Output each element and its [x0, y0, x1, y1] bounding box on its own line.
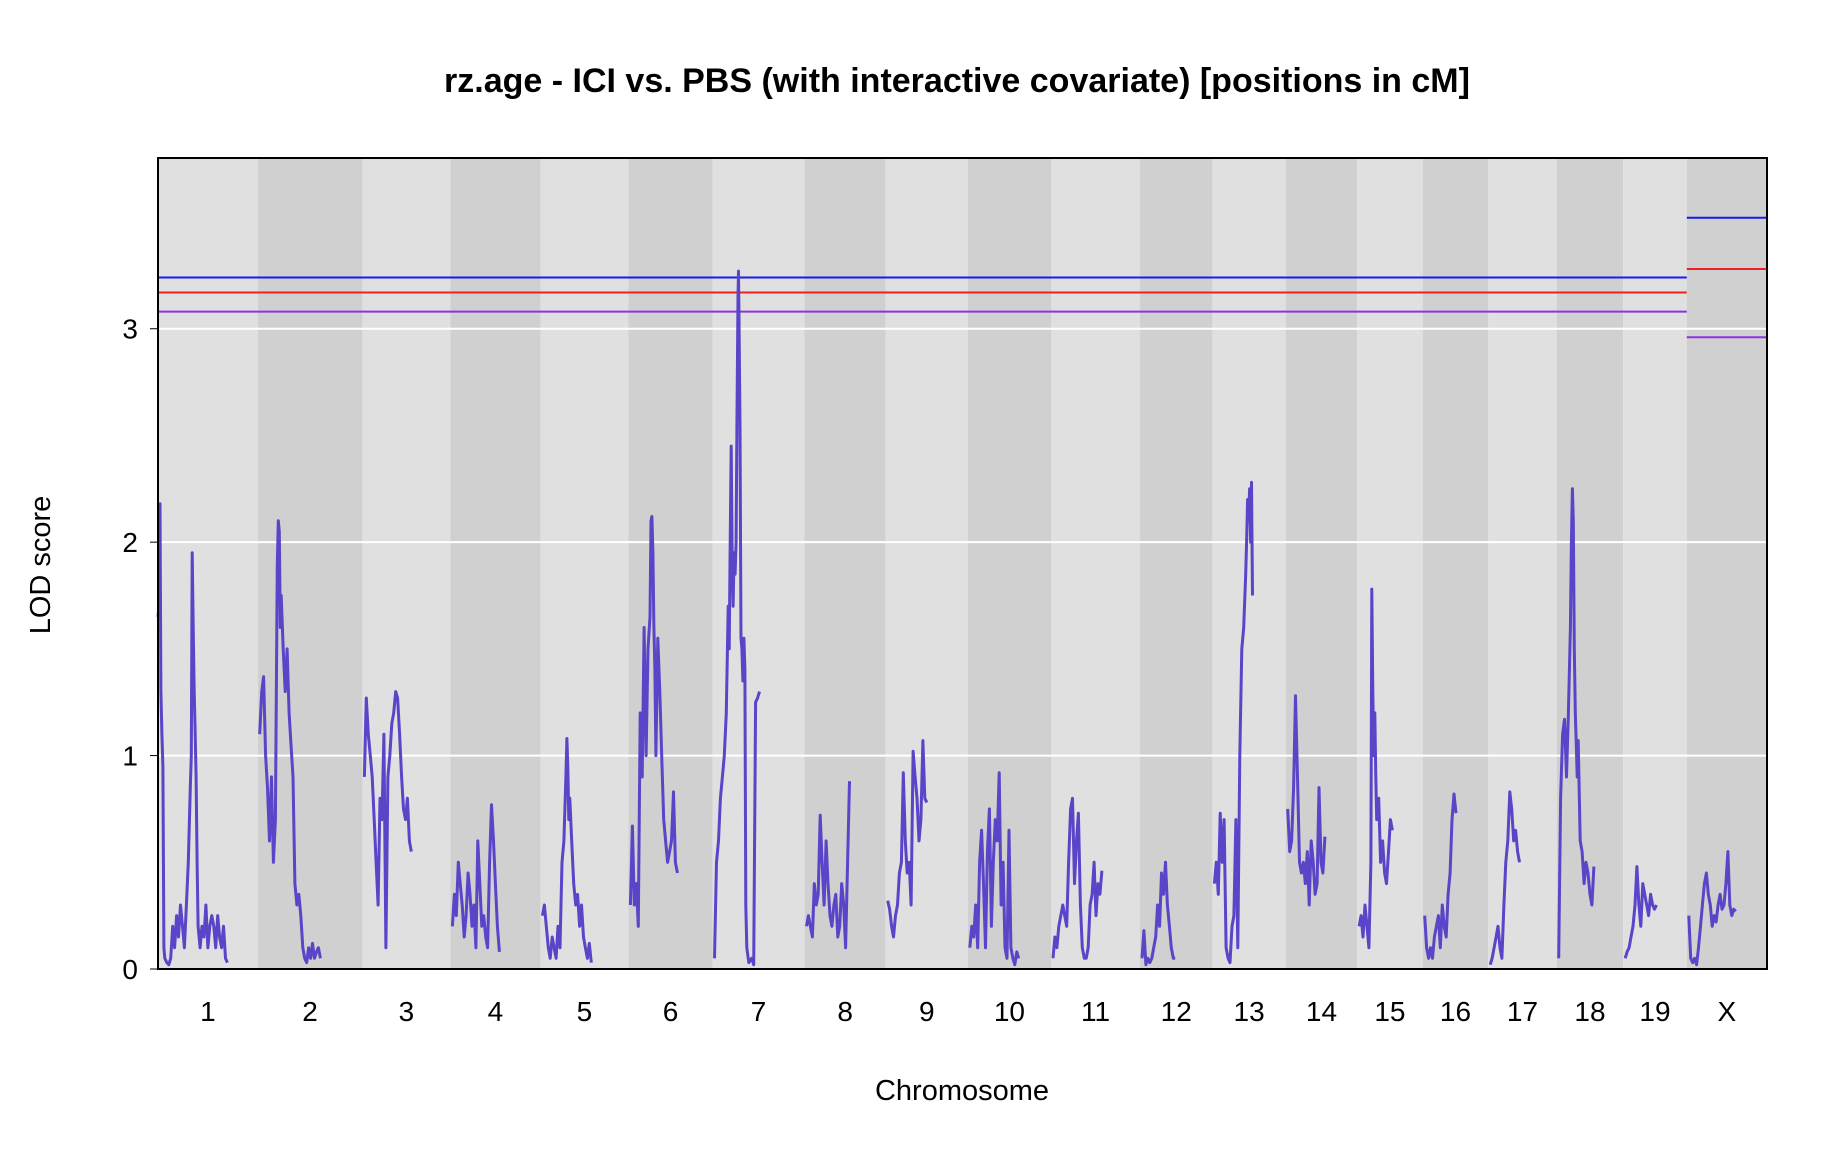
chromosome-band-4	[450, 158, 541, 969]
threshold-lines	[158, 216, 1767, 339]
x-axis-label: Chromosome	[875, 1075, 1049, 1107]
lod-line-chr-12	[1140, 860, 1176, 967]
lod-line-chr-19	[1623, 865, 1658, 959]
chromosome-label-7: 7	[751, 996, 767, 1027]
plot-frame	[157, 157, 1768, 970]
chromosome-band-9	[885, 158, 968, 969]
lod-line-chr-18	[1557, 487, 1596, 959]
chromosome-label-18: 18	[1574, 996, 1605, 1027]
chromosome-label-3: 3	[399, 996, 415, 1027]
chromosome-label-15: 15	[1374, 996, 1405, 1027]
chromosome-label-16: 16	[1440, 996, 1471, 1027]
chromosome-label-12: 12	[1161, 996, 1192, 1027]
y-tick-label-0: 0	[122, 954, 138, 985]
chromosome-band-5	[540, 158, 629, 969]
y-axis-ticks: 0 1 2 3	[122, 314, 158, 985]
chromosome-band-18	[1556, 158, 1624, 969]
y-axis-label: LOD score	[25, 496, 57, 635]
chromosome-label-14: 14	[1306, 996, 1337, 1027]
lod-line-chr-2	[258, 519, 322, 965]
chromosome-label-11: 11	[1081, 996, 1110, 1027]
chromosome-label-17: 17	[1507, 996, 1538, 1027]
chromosome-band-16	[1422, 158, 1489, 969]
lod-line-chr-X	[1687, 850, 1737, 967]
chromosome-label-5: 5	[577, 996, 593, 1027]
lod-line-chr-16	[1423, 792, 1458, 960]
chromosome-label-8: 8	[837, 996, 853, 1027]
chromosome-label-1: 1	[200, 996, 216, 1027]
chromosome-band-11	[1051, 158, 1141, 969]
chromosome-bands	[158, 158, 1767, 969]
chromosome-label-9: 9	[919, 996, 935, 1027]
chromosome-label-10: 10	[994, 996, 1025, 1027]
chromosome-band-8	[804, 158, 886, 969]
y-tick-label-2: 2	[122, 527, 138, 558]
chromosome-label-6: 6	[663, 996, 679, 1027]
y-tick-label-1: 1	[122, 741, 138, 772]
chromosome-label-X: X	[1718, 996, 1737, 1027]
chromosome-label-13: 13	[1234, 996, 1265, 1027]
chromosome-band-X	[1686, 158, 1767, 969]
chromosome-label-2: 2	[302, 996, 318, 1027]
lod-line-chr-14	[1286, 694, 1327, 907]
gridlines	[158, 327, 1767, 757]
x-axis-chromosome-labels: 1 2 3 4 5 6 7 8 9 10 11 12 13 14 15 16 17 18 19 X	[200, 996, 1736, 1027]
chromosome-label-4: 4	[488, 996, 504, 1027]
lod-line-chr-8	[805, 781, 851, 950]
chromosome-band-17	[1488, 158, 1557, 969]
lod-line-chr-3	[362, 690, 413, 950]
chromosome-band-19	[1623, 158, 1687, 969]
lod-line-chr-4	[450, 803, 501, 953]
lod-line-chr-11	[1051, 796, 1104, 960]
chromosome-band-12	[1140, 158, 1213, 969]
lod-line-chr-9	[886, 739, 929, 939]
chart-title: rz.age - ICI vs. PBS (with interactive c…	[444, 62, 1470, 100]
lod-series	[156, 269, 1737, 967]
chromosome-label-19: 19	[1639, 996, 1670, 1027]
lod-line-chr-1	[156, 502, 229, 967]
lod-line-chr-7	[713, 269, 761, 967]
lod-line-chr-17	[1488, 790, 1521, 966]
lod-line-chr-10	[968, 771, 1021, 967]
chromosome-band-7	[712, 158, 805, 969]
lod-line-chr-6	[628, 515, 679, 928]
chromosome-band-1	[158, 158, 258, 969]
y-tick-label-3: 3	[122, 314, 138, 345]
lod-line-chr-5	[540, 737, 593, 963]
lod-line-chr-15	[1357, 587, 1394, 950]
lod-line-chr-13	[1212, 480, 1254, 965]
